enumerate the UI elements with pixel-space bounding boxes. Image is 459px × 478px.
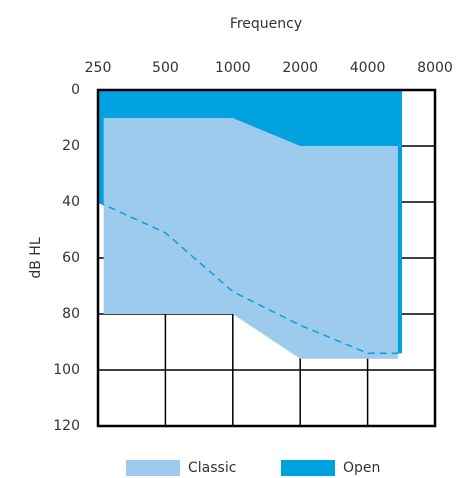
x-tick-label: 2000 [282, 60, 318, 76]
x-tick-label: 8000 [417, 60, 453, 76]
y-tick-label: 100 [53, 362, 80, 378]
y-axis-title: dB HL [28, 237, 44, 278]
x-tick-label: 250 [85, 60, 112, 76]
y-tick-label: 40 [62, 194, 80, 210]
y-tick-label: 20 [62, 138, 80, 154]
legend-label: Classic [188, 460, 236, 476]
y-tick-label: 80 [62, 306, 80, 322]
y-tick-label: 120 [53, 418, 80, 434]
plot-frame [96, 88, 437, 428]
dashed-line [97, 201, 403, 354]
y-tick-label: 0 [71, 82, 80, 98]
x-tick-label: 1000 [215, 60, 251, 76]
legend-swatch [281, 460, 335, 476]
y-tick-label: 60 [62, 250, 80, 266]
areas [98, 90, 403, 359]
legend-label: Open [343, 460, 380, 476]
x-tick-label: 500 [152, 60, 179, 76]
x-axis-title: Frequency [230, 16, 302, 32]
area [103, 118, 398, 359]
legend-swatch [126, 460, 180, 476]
x-tick-label: 4000 [350, 60, 386, 76]
